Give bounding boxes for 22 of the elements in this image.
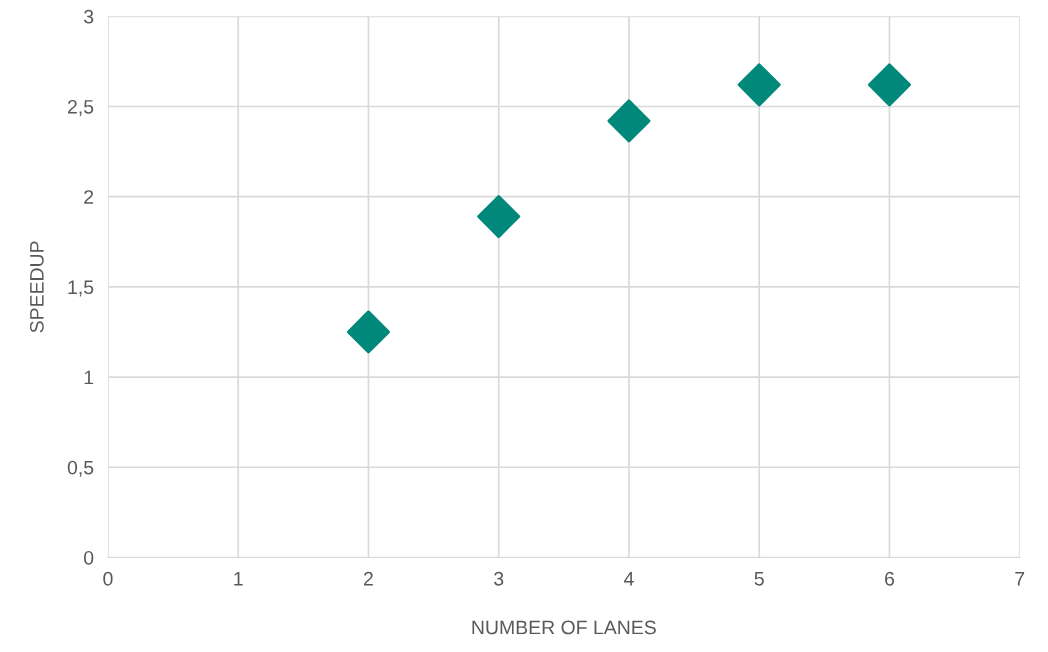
- point: [867, 63, 911, 107]
- y-tick-label: 1,5: [68, 280, 94, 297]
- x-tick-label: 6: [885, 571, 895, 586]
- x-tick-label: 2: [364, 571, 373, 586]
- x-tick-label: 1: [234, 572, 243, 586]
- x-tick-label: 5: [754, 572, 764, 586]
- y-axis-title: SPEEDUP: [29, 241, 44, 333]
- point: [346, 310, 390, 354]
- x-tick-label: 4: [623, 572, 634, 586]
- y-tick-label: 1: [84, 370, 94, 385]
- y-tick-label: 2: [84, 190, 94, 204]
- y-tick-label: 0,5: [67, 460, 94, 477]
- x-tick-label: 0: [103, 571, 113, 586]
- x-tick-label: 3: [494, 571, 504, 586]
- y-tick-label: 3: [83, 9, 94, 24]
- y-tick-label: 2,5: [68, 99, 94, 117]
- point: [737, 63, 781, 107]
- x-axis-title: NUMBER OF LANES: [472, 620, 656, 635]
- x-tick-label: 7: [1015, 572, 1025, 586]
- point: [477, 195, 521, 239]
- point: [607, 99, 651, 143]
- y-tick-label: 0: [84, 550, 94, 565]
